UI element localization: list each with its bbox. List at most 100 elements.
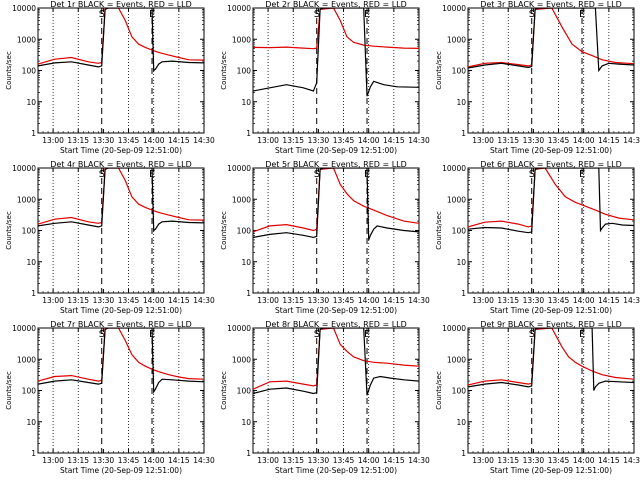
x-tick-label: 14:00 (358, 296, 380, 305)
y-tick-label: 100 (452, 227, 467, 236)
x-tick-label: 14:15 (168, 456, 190, 465)
y-tick-label: 10000 (227, 324, 251, 333)
x-tick-label: 14:15 (598, 136, 620, 145)
y-tick-label: 1 (31, 129, 36, 138)
panel-title: Det 1r BLACK = Events, RED = LLD (50, 0, 192, 9)
panel-title: Det 5r BLACK = Events, RED = LLD (265, 160, 407, 169)
x-tick-label: 13:15 (67, 456, 89, 465)
x-axis-label: Start Time (20-Sep-09 12:51:00) (490, 306, 612, 315)
series-lld (468, 328, 634, 386)
x-tick-label: 13:00 (42, 136, 64, 145)
x-tick-label: 13:00 (472, 136, 494, 145)
series-lld (468, 168, 634, 228)
x-tick-label: 13:30 (523, 296, 545, 305)
x-tick-label: 14:15 (383, 456, 405, 465)
y-tick-label: 10 (456, 258, 466, 267)
x-axis-label: Start Time (20-Sep-09 12:51:00) (490, 466, 612, 475)
series-events (38, 328, 204, 394)
x-tick-label: 14:00 (358, 136, 380, 145)
y-tick-label: 100 (452, 67, 467, 76)
x-tick-label: 14:30 (193, 296, 215, 305)
y-tick-label: 100 (22, 387, 37, 396)
series-lld (38, 168, 204, 225)
x-tick-label: 13:30 (93, 136, 115, 145)
marker-label-s: S (529, 169, 535, 180)
x-tick-label: 13:45 (548, 456, 570, 465)
x-tick-label: 13:15 (282, 296, 304, 305)
y-tick-label: 10000 (12, 4, 36, 13)
x-tick-label: 13:15 (497, 296, 519, 305)
series-events (253, 8, 419, 97)
marker-label-s: S (99, 169, 105, 180)
panel-title: Det 8r BLACK = Events, RED = LLD (265, 320, 407, 329)
marker-label-s: S (529, 9, 535, 20)
y-tick-label: 100 (452, 387, 467, 396)
x-tick-label: 14:30 (193, 456, 215, 465)
x-tick-label: 13:45 (118, 136, 140, 145)
y-tick-label: 100 (22, 227, 37, 236)
x-tick-label: 14:15 (598, 456, 620, 465)
x-tick-label: 13:45 (333, 136, 355, 145)
x-tick-label: 13:45 (333, 296, 355, 305)
marker-label-s: S (99, 9, 105, 20)
y-tick-label: 10 (241, 418, 251, 427)
series-events (253, 328, 419, 396)
x-tick-label: 14:30 (408, 296, 430, 305)
x-axis-label: Start Time (20-Sep-09 12:51:00) (275, 306, 397, 315)
marker-label-e: E (364, 9, 370, 20)
x-tick-label: 14:15 (168, 296, 190, 305)
y-tick-label: 1000 (447, 355, 466, 364)
x-tick-label: 14:30 (623, 296, 640, 305)
y-tick-label: 1000 (447, 35, 466, 44)
x-tick-label: 13:15 (67, 296, 89, 305)
series-lld (38, 8, 204, 65)
x-tick-label: 13:00 (472, 296, 494, 305)
series-events (38, 8, 204, 72)
y-tick-label: 100 (237, 387, 252, 396)
marker-label-e: E (579, 9, 585, 20)
y-tick-label: 10 (456, 418, 466, 427)
series-events (38, 168, 204, 232)
x-tick-label: 14:00 (143, 456, 165, 465)
series-lld (253, 168, 419, 233)
series-events (468, 168, 634, 234)
y-tick-label: 1000 (447, 195, 466, 204)
x-tick-label: 13:45 (333, 456, 355, 465)
x-axis-label: Start Time (20-Sep-09 12:51:00) (275, 146, 397, 155)
x-tick-label: 14:30 (408, 136, 430, 145)
panel-title: Det 4r BLACK = Events, RED = LLD (50, 160, 192, 169)
x-tick-label: 14:15 (383, 136, 405, 145)
y-tick-label: 1000 (232, 355, 251, 364)
panel-title: Det 6r BLACK = Events, RED = LLD (480, 160, 622, 169)
x-tick-label: 13:15 (282, 136, 304, 145)
marker-label-e: E (364, 329, 370, 340)
x-tick-label: 13:30 (93, 296, 115, 305)
series-lld (38, 328, 204, 382)
y-tick-label: 1 (461, 289, 466, 298)
y-tick-label: 1 (246, 449, 251, 458)
y-tick-label: 10000 (12, 324, 36, 333)
marker-label-e: E (579, 329, 585, 340)
y-tick-label: 10000 (12, 164, 36, 173)
x-tick-label: 13:00 (472, 456, 494, 465)
x-tick-label: 13:30 (93, 456, 115, 465)
marker-label-s: S (314, 169, 320, 180)
series-lld (468, 8, 634, 68)
x-tick-label: 13:00 (42, 456, 64, 465)
panel-title: Det 2r BLACK = Events, RED = LLD (265, 0, 407, 9)
x-tick-label: 13:45 (548, 136, 570, 145)
series-lld (253, 328, 419, 390)
y-tick-label: 10000 (442, 4, 466, 13)
y-tick-label: 10 (456, 98, 466, 107)
y-tick-label: 1 (461, 449, 466, 458)
marker-label-s: S (99, 329, 105, 340)
y-tick-label: 1000 (232, 195, 251, 204)
